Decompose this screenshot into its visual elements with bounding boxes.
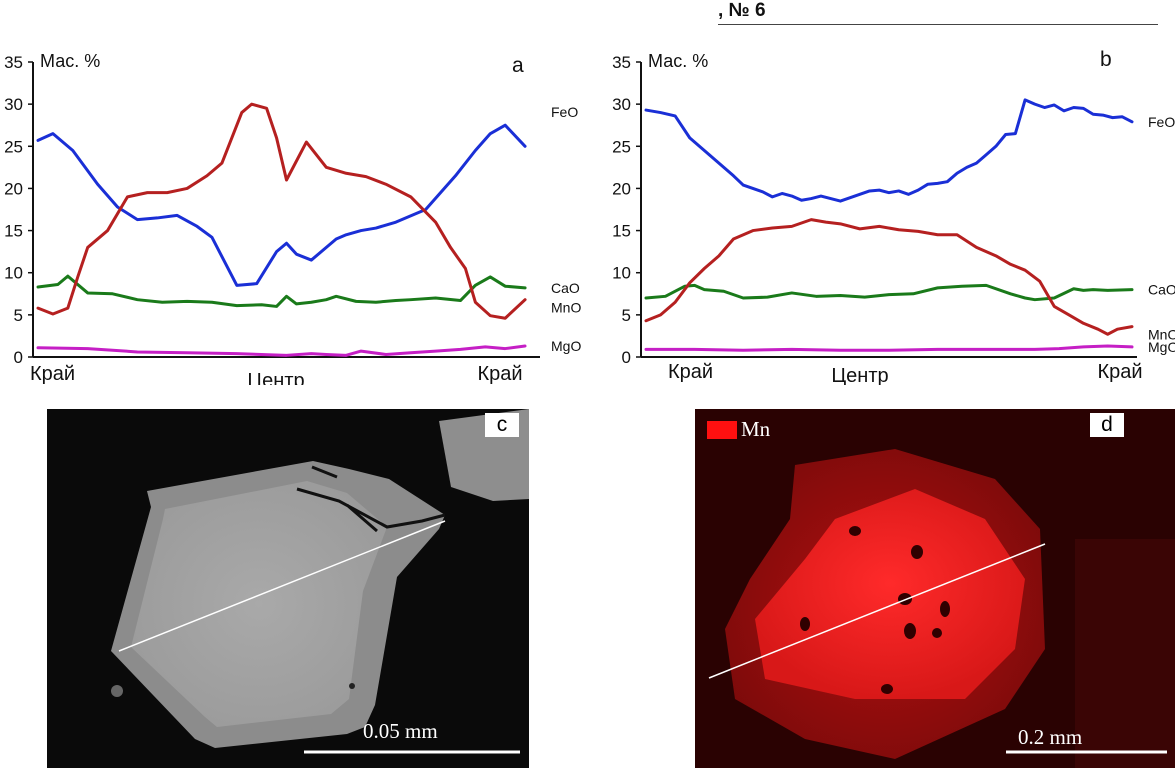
- series-line-mno: [644, 218, 1134, 336]
- y-tick-label: 5: [14, 306, 23, 325]
- x-label-right: Край: [1097, 361, 1142, 383]
- series-label-feo: FeO: [551, 104, 578, 120]
- scale-label-d: 0.2 mm: [1018, 725, 1083, 749]
- y-axis-label: Мас. %: [648, 51, 708, 71]
- x-label-left: Край: [30, 363, 75, 385]
- inclusion: [800, 617, 810, 631]
- y-tick-label: 25: [4, 137, 23, 156]
- series-line-mgo: [36, 344, 527, 357]
- series-line-mno: [36, 102, 527, 320]
- y-tick-label: 5: [622, 306, 631, 325]
- x-label-left: Край: [668, 361, 713, 383]
- series-label-cao: CaO: [1148, 282, 1175, 298]
- y-tick-label: 25: [612, 137, 631, 156]
- y-axis-label: Мас. %: [40, 51, 100, 71]
- inclusion: [898, 593, 912, 605]
- y-tick-label: 35: [612, 53, 631, 72]
- series-line-mgo: [644, 344, 1134, 352]
- mn-legend-swatch: [707, 421, 737, 439]
- chart-b: 0 5 10 15 20 25 30 35 Мас. % b Край Центр Край FeO CaO…: [612, 48, 1175, 385]
- y-tick-label: 10: [612, 264, 631, 283]
- scale-label-c: 0.05 mm: [363, 719, 438, 743]
- crystal-cracks: [296, 465, 446, 533]
- profile-line: [118, 520, 446, 652]
- series-label-mgo: MgO: [1148, 339, 1175, 355]
- y-tick-label: 20: [612, 179, 631, 198]
- y-tick-label: 0: [622, 348, 631, 367]
- inclusion: [881, 684, 893, 694]
- garnet-crystal-core: [131, 481, 387, 727]
- series-label-feo: FeO: [1148, 114, 1175, 130]
- y-tick-label: 15: [612, 222, 631, 241]
- inclusion: [849, 526, 861, 536]
- series-label-mno: MnO: [551, 300, 581, 316]
- panel-label-d: d: [1090, 413, 1124, 437]
- mn-map-panel-d: Mn d 0.2 mm: [695, 409, 1175, 768]
- inclusion: [932, 628, 942, 638]
- y-tick-label: 10: [4, 264, 23, 283]
- series-line-feo: [36, 123, 527, 287]
- mn-legend-label: Mn: [741, 417, 771, 441]
- inclusion: [904, 623, 916, 639]
- series-line-feo: [644, 98, 1134, 203]
- garnet-mn-rich-core: [755, 489, 1025, 699]
- series-label-cao: CaO: [551, 280, 580, 296]
- inclusion: [349, 683, 355, 689]
- profile-line: [708, 543, 1046, 679]
- inclusion: [940, 601, 950, 617]
- panel-label: b: [1100, 48, 1112, 71]
- x-label-right: Край: [477, 363, 522, 385]
- header-rule: [718, 24, 1158, 25]
- inclusion: [111, 685, 123, 697]
- series-line-cao: [36, 274, 527, 308]
- y-tick-label: 35: [4, 53, 23, 72]
- series-line-cao: [644, 283, 1134, 302]
- bse-image-panel-c: c 0.05 mm: [47, 409, 529, 768]
- y-tick-label: 0: [14, 348, 23, 367]
- inclusion: [911, 545, 923, 559]
- x-label-center: Центр: [831, 365, 888, 385]
- panel-label-c: c: [485, 413, 519, 437]
- series-label-mno: MnO: [1148, 327, 1175, 343]
- y-tick-label: 20: [4, 179, 23, 198]
- x-label-center: Центр: [247, 370, 304, 385]
- y-tick-label: 30: [612, 95, 631, 114]
- panel-label: a: [512, 54, 524, 77]
- chart-a: 0 5 10 15 20 25 30 35 Мас. % a Край Центр Край FeO CaO…: [4, 51, 581, 385]
- journal-issue-number: , № 6: [718, 0, 766, 21]
- y-tick-label: 15: [4, 222, 23, 241]
- y-tick-label: 30: [4, 95, 23, 114]
- series-label-mgo: MgO: [551, 338, 581, 354]
- neighbor-grain: [1075, 539, 1175, 768]
